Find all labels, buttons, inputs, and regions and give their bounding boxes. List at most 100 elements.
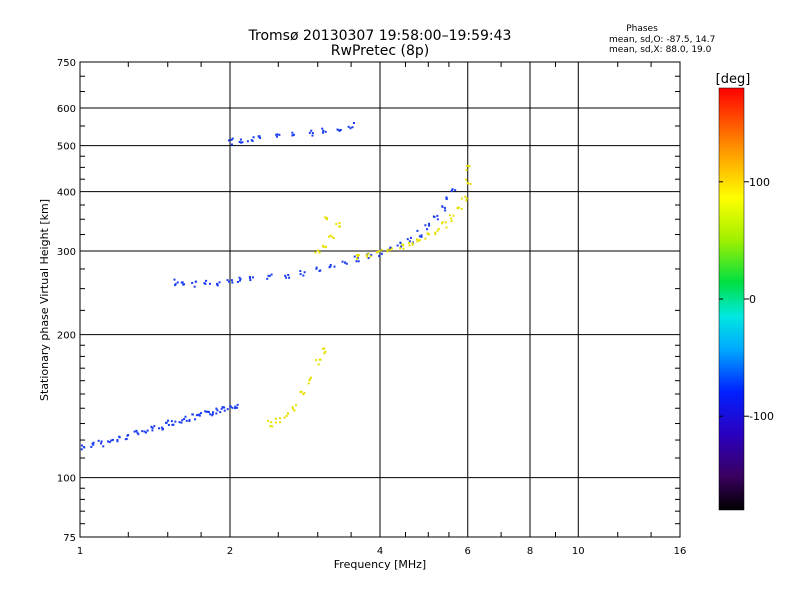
echo-point (238, 276, 241, 279)
echo-point (216, 283, 219, 286)
colorbar-ticks: 100 0 -100 (719, 176, 774, 423)
echo-point (228, 280, 231, 283)
echo-point (468, 165, 471, 168)
colorbar-tick-label: 0 (749, 293, 756, 306)
echo-point (436, 214, 439, 217)
echo-point (172, 423, 175, 426)
echo-point (174, 283, 177, 286)
echo-point (176, 281, 179, 284)
colorbar-tick-label: -100 (749, 410, 774, 423)
echo-point (204, 410, 207, 413)
echo-point (108, 441, 111, 444)
echo-point (303, 392, 306, 395)
echo-point (299, 391, 302, 394)
echo-point (270, 421, 273, 424)
echo-point (451, 188, 454, 191)
y-tick-label: 600 (57, 104, 76, 115)
echo-point (136, 431, 139, 434)
echo-point (279, 417, 282, 420)
echo-point (291, 134, 294, 137)
echo-point (116, 440, 119, 443)
echo-point (441, 205, 444, 208)
echo-point (216, 409, 219, 412)
echo-point (183, 417, 186, 420)
echo-point (416, 229, 419, 232)
echo-point (230, 143, 233, 146)
echo-point (231, 406, 234, 409)
echo-point (339, 225, 342, 228)
echo-point (460, 197, 463, 200)
echo-point (380, 252, 383, 255)
echo-point (291, 406, 294, 409)
echo-point (198, 413, 201, 416)
echo-point (219, 411, 222, 414)
echo-point (321, 244, 324, 247)
x-tick-label: 10 (572, 546, 585, 557)
echo-point (116, 438, 119, 441)
echo-point (321, 347, 324, 350)
echo-point (355, 257, 358, 260)
echo-point (444, 221, 447, 224)
echo-point (341, 260, 344, 263)
echo-point (427, 222, 430, 225)
echo-point (343, 261, 346, 264)
echo-point (125, 437, 128, 440)
echo-point (445, 196, 448, 199)
echo-point (308, 379, 311, 382)
echo-point (416, 238, 419, 241)
x-tick-label: 8 (527, 546, 533, 557)
echo-point (270, 273, 273, 276)
echo-point (324, 130, 327, 133)
echo-point (327, 235, 330, 238)
echo-point (437, 227, 440, 230)
echo-point (146, 429, 149, 432)
echo-point (292, 133, 295, 136)
echo-point (110, 439, 113, 442)
echo-point (145, 431, 148, 434)
echo-point (106, 440, 109, 443)
echo-point (150, 425, 153, 428)
echo-point (441, 222, 444, 225)
echo-point (302, 274, 305, 277)
echo-point (349, 127, 352, 130)
echo-point (118, 436, 121, 439)
echo-point (445, 198, 448, 201)
echo-point (234, 405, 237, 408)
echo-point (356, 255, 359, 258)
echo-point (198, 414, 201, 417)
echo-point (236, 406, 239, 409)
echo-point (193, 285, 196, 288)
echo-point (171, 423, 174, 426)
y-tick-label: 75 (63, 533, 76, 544)
grid-lines (80, 62, 680, 537)
echo-point (206, 410, 209, 413)
echo-point (275, 133, 278, 136)
echo-point (211, 413, 214, 416)
echo-point (456, 207, 459, 210)
echo-point (332, 237, 335, 240)
echo-point (211, 411, 214, 414)
y-tick-label: 750 (57, 58, 76, 69)
echo-point (200, 412, 203, 415)
echo-point (127, 434, 130, 437)
x-tick-label: 2 (227, 546, 233, 557)
echo-point (178, 421, 181, 424)
echo-point (418, 235, 421, 238)
echo-point (230, 279, 233, 282)
echo-point (102, 445, 105, 448)
echo-point (424, 224, 427, 227)
echo-point (215, 407, 218, 410)
echo-point (174, 420, 177, 423)
echo-point (287, 274, 290, 277)
echo-point (337, 129, 340, 132)
echo-point (80, 448, 83, 451)
echo-point (208, 282, 211, 285)
echo-point (323, 347, 326, 350)
echo-point (322, 129, 325, 132)
echo-point (188, 420, 191, 423)
echo-point (151, 429, 154, 432)
colorbar-gradient (718, 87, 745, 511)
echo-point (170, 420, 173, 423)
echo-point (111, 438, 114, 441)
echo-point (274, 417, 277, 420)
